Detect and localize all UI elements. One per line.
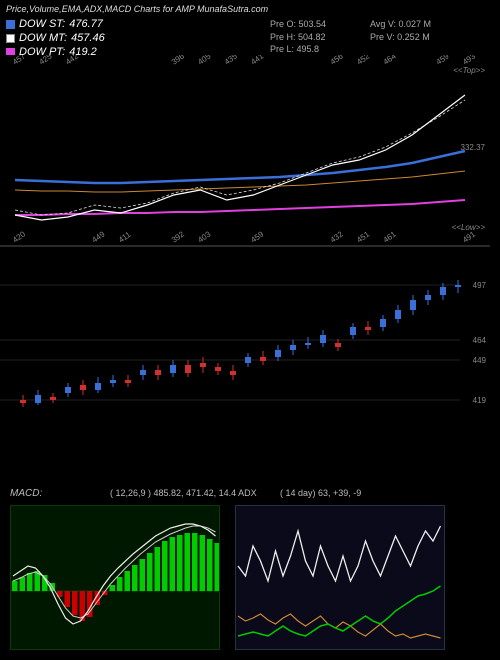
vol-stats: Avg V: 0.027 M Pre V: 0.252 M xyxy=(370,18,431,43)
adx-chart xyxy=(235,505,445,650)
legend-mt: DOW MT: 457.46 xyxy=(6,32,105,44)
svg-text:332.37: 332.37 xyxy=(461,143,486,152)
legend-block: DOW ST: 476.77 DOW MT: 457.46 DOW PT: 41… xyxy=(6,18,105,60)
svg-text:<<Top>>: <<Top>> xyxy=(453,66,485,75)
svg-text:464: 464 xyxy=(473,336,487,345)
svg-text:419: 419 xyxy=(473,396,487,405)
legend-mt-value: 457.46 xyxy=(71,32,105,44)
stat-avgv: Avg V: 0.027 M xyxy=(370,18,431,31)
svg-text:449: 449 xyxy=(473,356,487,365)
macd-label: MACD: xyxy=(10,488,42,499)
adx-values: ( 14 day) 63, +39, -9 xyxy=(280,488,361,498)
legend-st: DOW ST: 476.77 xyxy=(6,18,105,30)
legend-st-value: 476.77 xyxy=(69,18,103,30)
legend-mt-swatch xyxy=(6,34,15,43)
svg-text:497: 497 xyxy=(473,281,487,290)
stat-h: Pre H: 504.82 xyxy=(270,31,326,44)
stat-l: Pre L: 495.8 xyxy=(270,43,326,56)
stat-prev: Pre V: 0.252 M xyxy=(370,31,431,44)
price-ema-chart: 4574254423964054354414564524644594934204… xyxy=(0,55,490,245)
svg-text:<<Low>>: <<Low>> xyxy=(452,223,486,232)
chart-title: Price,Volume,EMA,ADX,MACD Charts for AMP… xyxy=(6,4,268,14)
legend-mt-label: DOW MT: xyxy=(19,32,67,44)
legend-st-label: DOW ST: xyxy=(19,18,65,30)
stat-o: Pre O: 503.54 xyxy=(270,18,326,31)
legend-st-swatch xyxy=(6,20,15,29)
macd-chart xyxy=(10,505,220,650)
candlestick-chart: 497 464 449 419 xyxy=(0,245,490,415)
macd-values: ( 12,26,9 ) 485.82, 471.42, 14.4 ADX xyxy=(110,488,257,498)
